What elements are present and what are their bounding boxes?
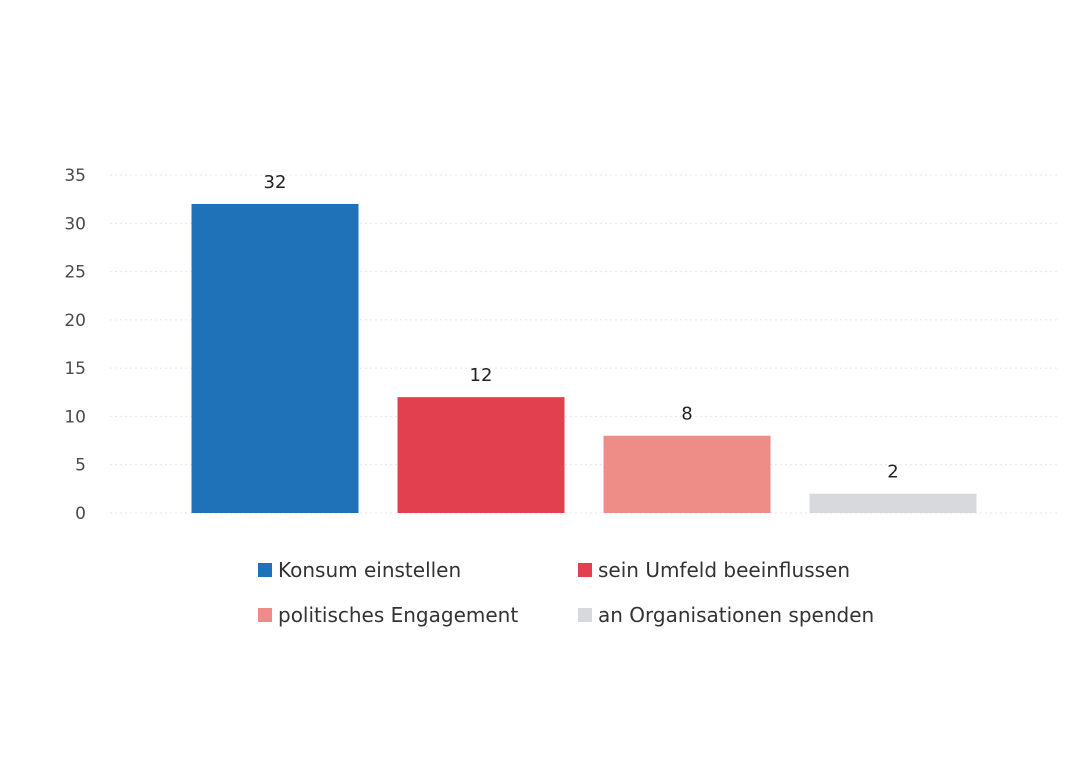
- data-label: 12: [470, 365, 493, 386]
- legend-swatch: [258, 563, 272, 577]
- bar: [603, 435, 771, 513]
- bar: [397, 397, 565, 513]
- y-tick-label: 15: [64, 359, 86, 379]
- data-label: 2: [887, 462, 898, 483]
- gridlines: [110, 174, 1060, 514]
- legend-swatch: [258, 608, 272, 622]
- legend-label: sein Umfeld beeinflussen: [598, 558, 850, 582]
- bars: [191, 203, 977, 513]
- y-tick-label: 0: [75, 504, 86, 524]
- data-labels: 32 12 8 2: [264, 172, 899, 483]
- legend-label: Konsum einstellen: [278, 558, 461, 582]
- y-axis-ticks: 0 5 10 15 20 25 30 35: [64, 166, 86, 524]
- y-tick-label: 35: [64, 166, 86, 186]
- legend-swatch: [578, 608, 592, 622]
- bar: [809, 493, 977, 513]
- legend: Konsum einstellen sein Umfeld beeinflusse…: [258, 558, 874, 627]
- data-label: 32: [264, 172, 287, 193]
- y-tick-label: 30: [64, 214, 86, 234]
- bar: [191, 203, 359, 513]
- y-tick-label: 5: [75, 456, 86, 476]
- y-tick-label: 20: [64, 311, 86, 331]
- legend-label: politisches Engagement: [278, 603, 518, 627]
- legend-swatch: [578, 563, 592, 577]
- y-tick-label: 25: [64, 263, 86, 283]
- y-tick-label: 10: [64, 407, 86, 427]
- legend-label: an Organisationen spenden: [598, 603, 874, 627]
- data-label: 8: [681, 404, 692, 425]
